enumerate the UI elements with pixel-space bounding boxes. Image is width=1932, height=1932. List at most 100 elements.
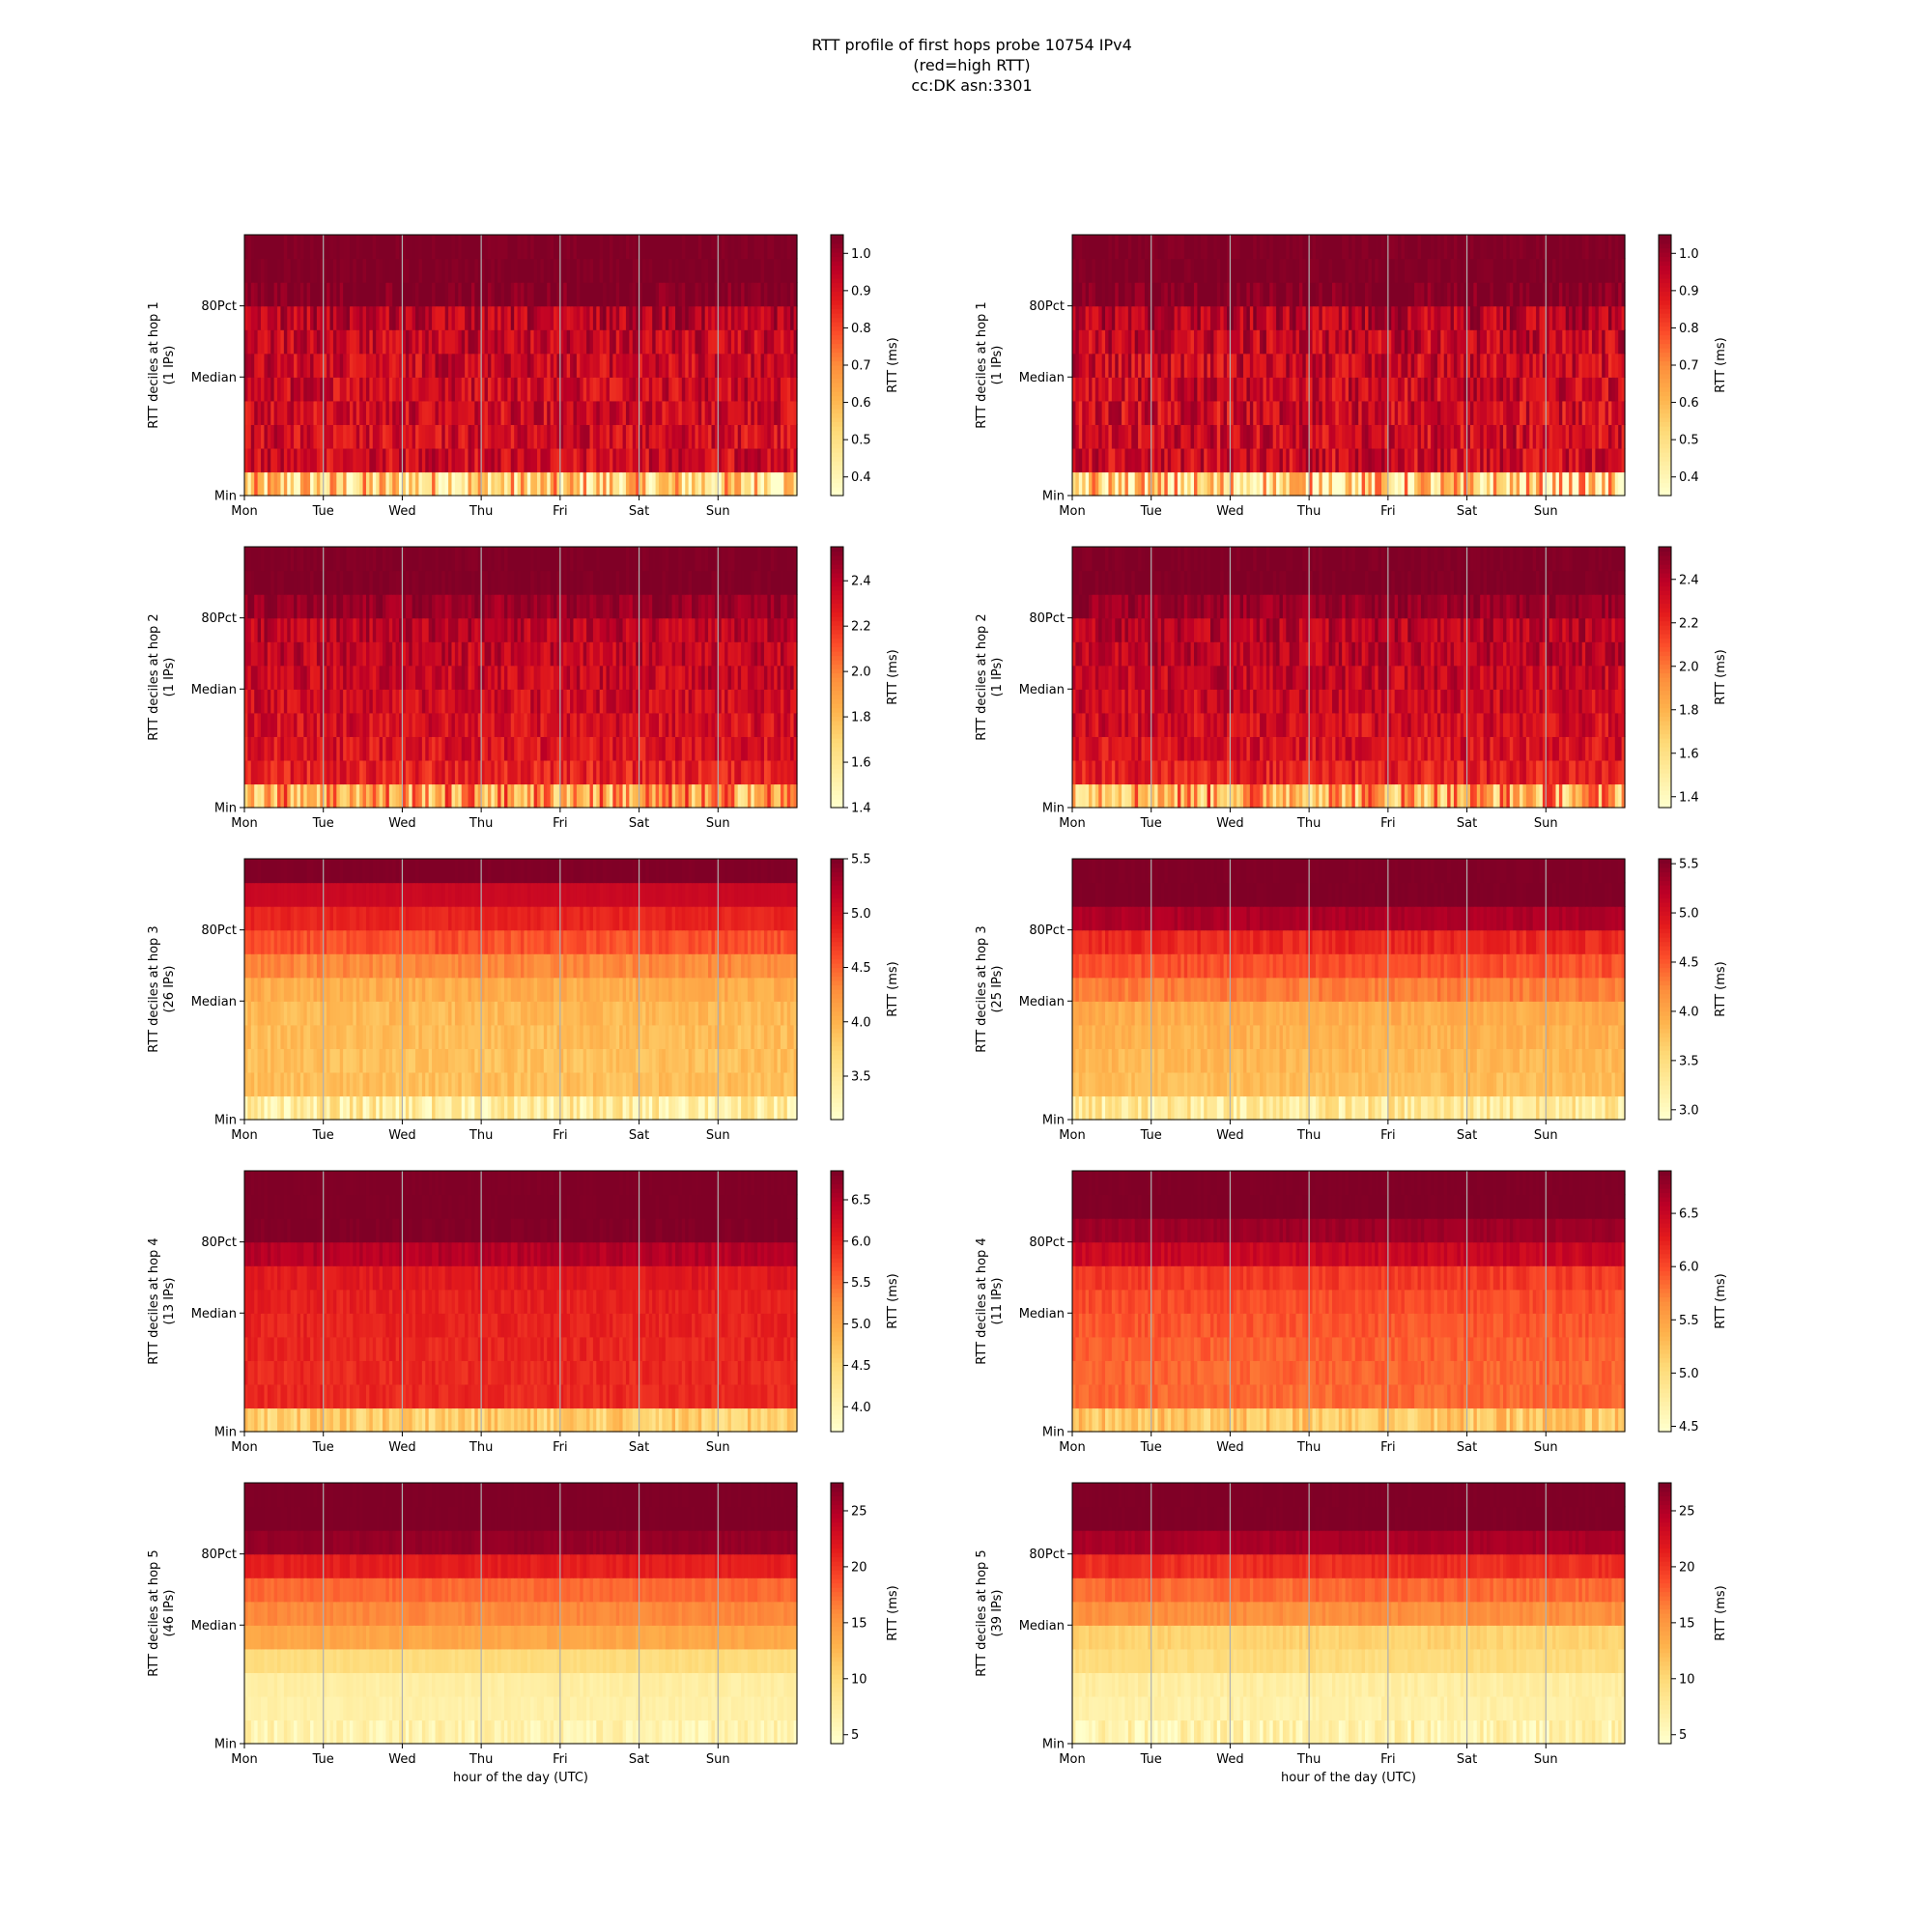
heatmap-cell (425, 305, 430, 330)
heatmap-cell (790, 736, 795, 761)
heatmap-cell (303, 447, 308, 473)
heatmap-cell (566, 424, 571, 449)
heatmap-cell (1555, 400, 1560, 425)
heatmap-cell (1315, 400, 1320, 425)
heatmap-cell (1098, 353, 1103, 378)
heatmap-cell (678, 783, 683, 809)
heatmap-cell (316, 759, 321, 785)
heatmap-cell (290, 689, 295, 714)
heatmap-cell (1309, 471, 1314, 497)
heatmap-cell (1585, 400, 1590, 425)
heatmap-cell (441, 353, 446, 378)
heatmap-cell (517, 282, 522, 307)
heatmap-cell (767, 712, 772, 737)
heatmap-cell (747, 447, 752, 473)
heatmap-cell (576, 305, 581, 330)
heatmap-cell (409, 424, 413, 449)
heatmap-cell (343, 759, 348, 785)
heatmap-cell (1260, 282, 1264, 307)
heatmap-cell (383, 353, 386, 378)
heatmap-cell (329, 424, 334, 449)
heatmap-cell (349, 329, 354, 355)
heatmap-cell (777, 353, 781, 378)
heatmap-cell (580, 471, 584, 497)
heatmap-cell (444, 424, 449, 449)
heatmap-cell (254, 736, 259, 761)
heatmap-cell (514, 377, 519, 402)
heatmap-cell (1569, 305, 1574, 330)
colorbar-segment (1659, 447, 1671, 453)
heatmap-cell (1220, 353, 1225, 378)
heatmap-cell (1457, 305, 1462, 330)
heatmap-cell (1124, 353, 1129, 378)
heatmap-cell (1595, 258, 1600, 283)
heatmap-cell (399, 447, 404, 473)
heatmap-cell (1085, 424, 1090, 449)
heatmap-cell (1361, 377, 1366, 402)
heatmap-cell (372, 305, 377, 330)
heatmap-cell (1177, 235, 1181, 260)
heatmap-cell (1269, 305, 1274, 330)
heatmap-cell (708, 689, 713, 714)
heatmap-cell (481, 665, 486, 690)
heatmap-cell (734, 424, 739, 449)
heatmap-cell (1391, 447, 1396, 473)
heatmap-cell (753, 783, 758, 809)
heatmap-cell (1305, 353, 1310, 378)
heatmap-cell (441, 305, 446, 330)
heatmap-cell (737, 377, 742, 402)
heatmap-cell (1417, 353, 1422, 378)
heatmap-cell (1487, 329, 1491, 355)
heatmap-cell (353, 353, 357, 378)
heatmap-cell (1085, 471, 1090, 497)
heatmap-cell (432, 424, 437, 449)
heatmap-cell (1131, 377, 1136, 402)
heatmap-cell (470, 258, 475, 283)
heatmap-cell (1572, 258, 1577, 283)
heatmap-cell (675, 400, 680, 425)
heatmap-cell (1424, 282, 1429, 307)
heatmap-cell (711, 736, 716, 761)
heatmap-cell (619, 329, 624, 355)
heatmap-cell (1387, 424, 1392, 449)
heatmap-cell (497, 783, 502, 809)
heatmap-cell (1506, 235, 1511, 260)
heatmap-cell (454, 447, 459, 473)
heatmap-cell (1387, 377, 1392, 402)
heatmap-cell (1354, 377, 1359, 402)
heatmap-cell (783, 329, 788, 355)
heatmap-cell (576, 665, 581, 690)
heatmap-cell (500, 689, 505, 714)
heatmap-cell (514, 424, 519, 449)
heatmap-cell (454, 759, 459, 785)
heatmap-cell (688, 689, 693, 714)
heatmap-cell (1298, 424, 1303, 449)
heatmap-cell (261, 736, 266, 761)
heatmap-cell (415, 665, 420, 690)
heatmap-cell (760, 712, 765, 737)
heatmap-cell (353, 471, 357, 497)
heatmap-cell (751, 712, 755, 737)
heatmap-cell (297, 235, 301, 260)
heatmap-cell (1375, 235, 1379, 260)
heatmap-cell (1371, 424, 1376, 449)
heatmap-cell (257, 258, 262, 283)
heatmap-cell (497, 377, 502, 402)
heatmap-cell (1384, 329, 1389, 355)
heatmap-cell (573, 305, 578, 330)
heatmap-cell (491, 377, 496, 402)
heatmap-cell (582, 712, 587, 737)
heatmap-cell (1298, 400, 1303, 425)
heatmap-cell (1394, 282, 1399, 307)
heatmap-cell (1286, 424, 1291, 449)
heatmap-cell (1349, 400, 1352, 425)
heatmap-cell (563, 736, 568, 761)
heatmap-cell (556, 329, 561, 355)
heatmap-cell (586, 377, 591, 402)
heatmap-cell (1101, 353, 1106, 378)
heatmap-cell (1598, 329, 1603, 355)
heatmap-cell (494, 305, 498, 330)
heatmap-cell (537, 712, 542, 737)
heatmap-cell (1197, 400, 1202, 425)
heatmap-cell (592, 329, 597, 355)
